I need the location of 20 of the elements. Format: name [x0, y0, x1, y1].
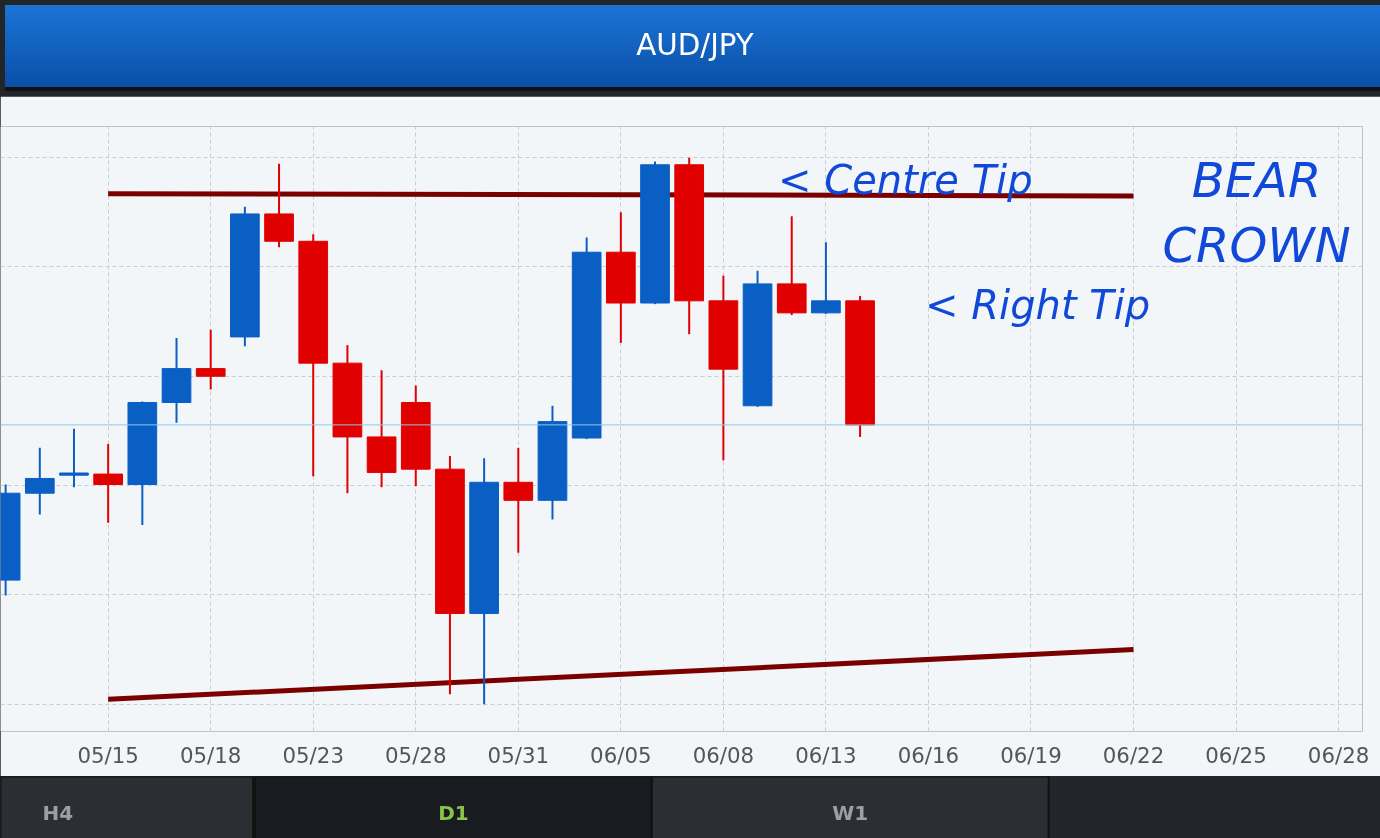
text: H4 — [42, 800, 74, 825]
text: W1 — [832, 800, 869, 825]
x-tick-label: 05/28 — [385, 742, 447, 768]
text: D1 — [438, 800, 469, 825]
x-tick-label: 06/05 — [590, 742, 652, 768]
chart-title: AUD/JPY — [636, 27, 754, 64]
x-tick-label: 06/22 — [1102, 742, 1165, 768]
x-tick-label: 06/08 — [692, 742, 755, 768]
annotation: BEAR CROWN — [1162, 151, 1351, 274]
x-tick-label: 06/25 — [1205, 742, 1267, 768]
x-tick-label: 05/31 — [487, 742, 550, 768]
x-tick-label: 05/18 — [179, 742, 242, 768]
x-tick-label: 05/15 — [77, 742, 139, 768]
x-tick-label: 05/23 — [282, 742, 344, 768]
annotation: < Centre Tip — [778, 156, 1033, 203]
x-tick-label: 06/19 — [1000, 742, 1062, 768]
x-tick-label: 06/16 — [897, 742, 960, 768]
x-tick-label: 06/28 — [1307, 742, 1370, 768]
x-tick-label: 06/13 — [795, 742, 857, 768]
annotation: < Right Tip — [925, 282, 1151, 329]
